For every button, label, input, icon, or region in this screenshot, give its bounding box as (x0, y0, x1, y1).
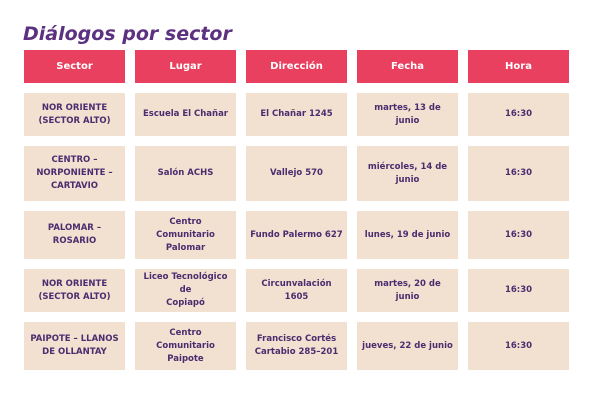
cell-fecha: martes, 20 de junio (357, 269, 458, 312)
page-title: Diálogos por sector (23, 23, 232, 45)
cell-fecha: miércoles, 14 de junio (357, 146, 458, 201)
cell-sector: NOR ORIENTE (SECTOR ALTO) (24, 93, 125, 136)
cell-lugar: Liceo Tecnológico de Copiapó (135, 269, 236, 312)
cell-hora: 16:30 (468, 322, 569, 370)
cell-direccion: El Chañar 1245 (246, 93, 347, 136)
cell-direccion: Vallejo 570 (246, 146, 347, 201)
cell-sector: CENTRO – NORPONIENTE – CARTAVIO (24, 146, 125, 201)
table-row: PAIPOTE – LLANOS DE OLLANTAY Centro Comu… (24, 322, 569, 370)
cell-sector: PAIPOTE – LLANOS DE OLLANTAY (24, 322, 125, 370)
cell-direccion: Francisco Cortés Cartabio 285–201 (246, 322, 347, 370)
table-header: Sector Lugar Dirección Fecha Hora (24, 50, 569, 83)
cell-hora: 16:30 (468, 269, 569, 312)
cell-lugar: Salón ACHS (135, 146, 236, 201)
cell-lugar: Escuela El Chañar (135, 93, 236, 136)
cell-fecha: lunes, 19 de junio (357, 211, 458, 259)
cell-fecha: martes, 13 de junio (357, 93, 458, 136)
cell-hora: 16:30 (468, 146, 569, 201)
table-row: NOR ORIENTE (SECTOR ALTO) Escuela El Cha… (24, 93, 569, 136)
cell-fecha: jueves, 22 de junio (357, 322, 458, 370)
header-hora: Hora (468, 50, 569, 83)
cell-hora: 16:30 (468, 211, 569, 259)
header-lugar: Lugar (135, 50, 236, 83)
table-row: CENTRO – NORPONIENTE – CARTAVIO Salón AC… (24, 146, 569, 201)
header-direccion: Dirección (246, 50, 347, 83)
cell-sector: NOR ORIENTE (SECTOR ALTO) (24, 269, 125, 312)
cell-hora: 16:30 (468, 93, 569, 136)
table-body: NOR ORIENTE (SECTOR ALTO) Escuela El Cha… (24, 93, 569, 380)
table-row: NOR ORIENTE (SECTOR ALTO) Liceo Tecnológ… (24, 269, 569, 312)
header-sector: Sector (24, 50, 125, 83)
cell-direccion: Fundo Palermo 627 (246, 211, 347, 259)
cell-lugar: Centro Comunitario Palomar (135, 211, 236, 259)
cell-lugar: Centro Comunitario Paipote (135, 322, 236, 370)
cell-direccion: Circunvalación 1605 (246, 269, 347, 312)
header-fecha: Fecha (357, 50, 458, 83)
table-row: PALOMAR – ROSARIO Centro Comunitario Pal… (24, 211, 569, 259)
cell-sector: PALOMAR – ROSARIO (24, 211, 125, 259)
